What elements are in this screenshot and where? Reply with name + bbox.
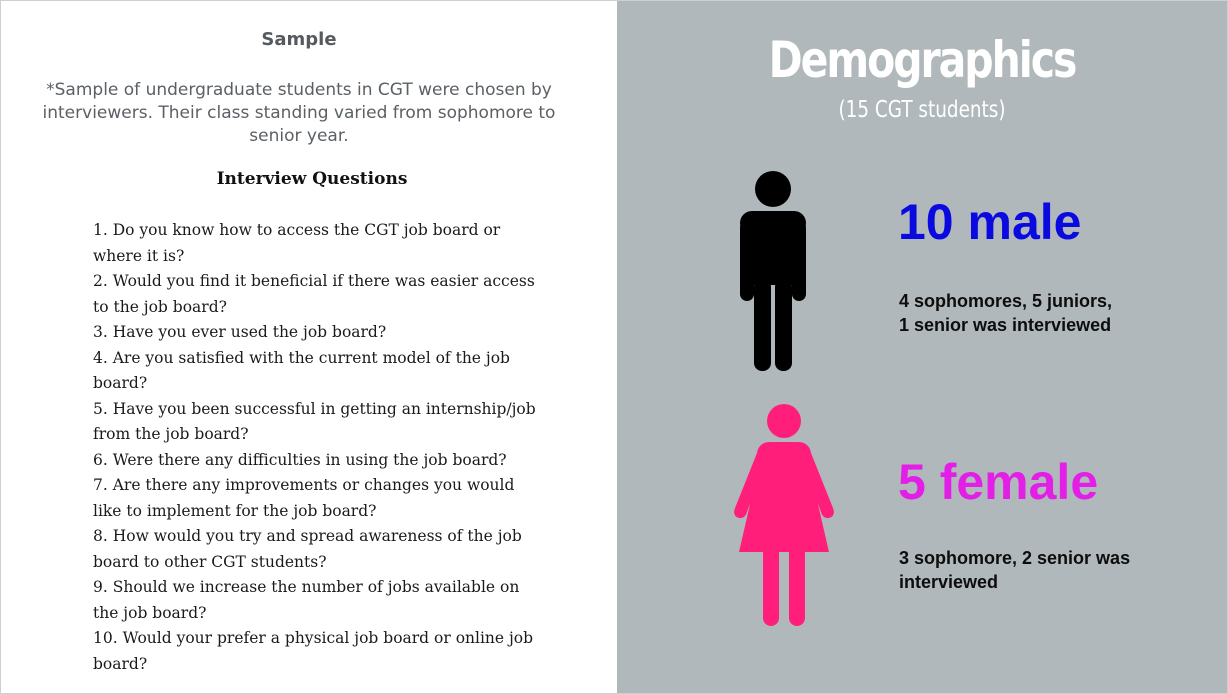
male-person-icon (740, 171, 806, 376)
female-count: 5 female (898, 454, 1099, 510)
question-item: 8. How would you try and spread awarenes… (93, 527, 522, 571)
female-detail: 3 sophomore, 2 senior was interviewed (899, 548, 1131, 592)
question-item: 7. Are there any improvements or changes… (93, 476, 515, 520)
sample-title: Sample (261, 29, 337, 50)
question-item: 5. Have you been successful in getting a… (93, 399, 536, 444)
question-item: 1. Do you know how to access the CGT job… (93, 221, 501, 265)
male-detail: 4 sophomores, 5 juniors, 1 senior was in… (899, 291, 1113, 335)
male-count: 10 male (898, 194, 1082, 250)
demographics-subtitle: (15 CGT students) (838, 97, 1006, 123)
demographics-panel: Demographics (15 CGT students) (617, 1, 1227, 693)
question-item: 9. Should we increase the number of jobs… (93, 578, 520, 622)
question-item: 6. Were there any difficulties in using … (93, 450, 507, 469)
question-item: 2. Would you find it beneficial if there… (93, 272, 535, 316)
demographics-title: Demographics (768, 31, 1078, 89)
sample-description: *Sample of undergraduate students in CGT… (42, 80, 556, 146)
question-item: 3. Have you ever used the job board? (93, 323, 387, 341)
interview-question-list: 1. Do you know how to access the CGT job… (93, 218, 539, 677)
question-item: 10. Would your prefer a physical job boa… (93, 629, 534, 673)
sample-panel: Sample *Sample of undergraduate students… (1, 1, 617, 693)
interview-questions-title: Interview Questions (216, 169, 408, 189)
question-item: 4. Are you satisfied with the current mo… (93, 348, 510, 393)
female-person-icon (729, 404, 839, 631)
